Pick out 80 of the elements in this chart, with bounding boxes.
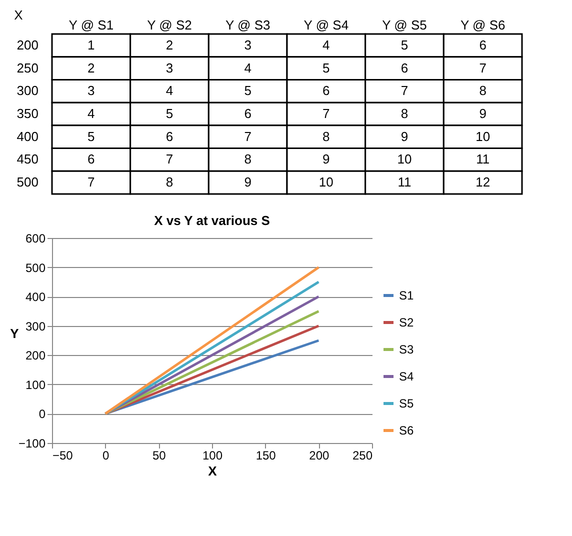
x-tick-label: 250 <box>352 448 373 462</box>
y-tick-label: 0 <box>38 407 46 422</box>
data-label: 2 <box>166 37 174 52</box>
y-tick-label: 350 <box>16 106 38 121</box>
x-tick-label: −50 <box>52 448 74 462</box>
x-tick-label: 0 <box>102 448 110 462</box>
x-tick-label: Y @ S6 <box>460 18 506 32</box>
data-label: 7 <box>88 174 95 190</box>
data-label: 5 <box>322 60 330 76</box>
data-label: 6 <box>400 60 408 76</box>
data-label: 7 <box>400 83 408 98</box>
x-tick-label: 50 <box>152 448 166 462</box>
x-tick-label: Y @ S5 <box>382 18 427 32</box>
y-tick-label: 600 <box>25 232 46 246</box>
data-label: 4 <box>88 106 95 121</box>
legend-label: S1 <box>399 288 414 302</box>
data-label: 5 <box>166 106 174 121</box>
y-tick-label: 100 <box>25 378 46 392</box>
y-tick-label: 500 <box>25 260 46 275</box>
x-tick-label: Y @ S2 <box>147 18 192 32</box>
data-label: 10 <box>476 128 490 144</box>
data-label: 8 <box>244 152 252 167</box>
y-tick-label: 200 <box>25 348 46 363</box>
data-label: 5 <box>244 83 252 98</box>
data-label: 2 <box>88 60 95 76</box>
data-label: 6 <box>88 152 95 167</box>
data-label: 6 <box>166 128 174 144</box>
legend-label: S6 <box>399 424 414 438</box>
data-label: 10 <box>318 174 334 190</box>
y-tick-label: 500 <box>16 174 38 190</box>
data-label: 4 <box>322 37 330 52</box>
data-label: 3 <box>88 83 95 98</box>
y-tick-label: 300 <box>16 83 38 98</box>
x-axis-title: X <box>208 464 218 478</box>
x-tick-label: 150 <box>256 448 276 462</box>
data-label: 8 <box>479 83 486 98</box>
data-label: 4 <box>166 83 174 98</box>
data-label: 8 <box>322 128 330 144</box>
data-label: 7 <box>322 106 330 121</box>
data-label: 9 <box>244 174 252 190</box>
y-tick-label: 200 <box>16 37 38 52</box>
data-label: 8 <box>166 174 174 190</box>
data-label: 6 <box>322 83 330 98</box>
data-label: 6 <box>244 106 252 121</box>
y-tick-label: 250 <box>16 60 38 76</box>
data-label: 3 <box>166 60 174 76</box>
data-label: 10 <box>397 152 412 167</box>
data-label: 7 <box>244 128 252 144</box>
x-tick-label: 200 <box>309 448 330 462</box>
x-tick-label: Y @ S1 <box>68 18 114 32</box>
y-tick-label: 450 <box>16 152 38 167</box>
chart-title: X vs Y at various S <box>154 213 270 228</box>
data-label: 12 <box>476 174 490 190</box>
data-label: 11 <box>398 174 412 190</box>
data-label: 9 <box>479 106 486 121</box>
legend-label: S2 <box>399 316 414 330</box>
legend-label: S4 <box>399 370 414 384</box>
legend-label: S5 <box>399 396 414 410</box>
y-axis-title: Y <box>10 326 20 341</box>
x-tick-label: Y @ S4 <box>304 18 349 32</box>
data-label: 5 <box>88 128 95 144</box>
x-tick-label: 100 <box>202 448 223 462</box>
y-tick-label: 300 <box>25 319 46 334</box>
data-label: 5 <box>400 37 408 52</box>
data-label: 7 <box>479 60 486 76</box>
data-label: 3 <box>244 37 252 52</box>
data-label: 9 <box>400 128 408 144</box>
data-label: 9 <box>322 152 330 167</box>
data-label: 6 <box>479 37 486 52</box>
data-label: 7 <box>166 152 174 167</box>
data-label: 1 <box>88 37 95 52</box>
data-label: 4 <box>244 60 252 76</box>
y-tick-label: 400 <box>25 290 46 304</box>
y-tick-label: −100 <box>18 436 46 450</box>
y-axis-title: X <box>14 8 24 22</box>
data-label: 11 <box>476 152 490 167</box>
data-label: 8 <box>400 106 408 121</box>
legend-label: S3 <box>399 342 414 356</box>
x-tick-label: Y @ S3 <box>225 18 270 32</box>
y-tick-label: 400 <box>16 128 38 144</box>
